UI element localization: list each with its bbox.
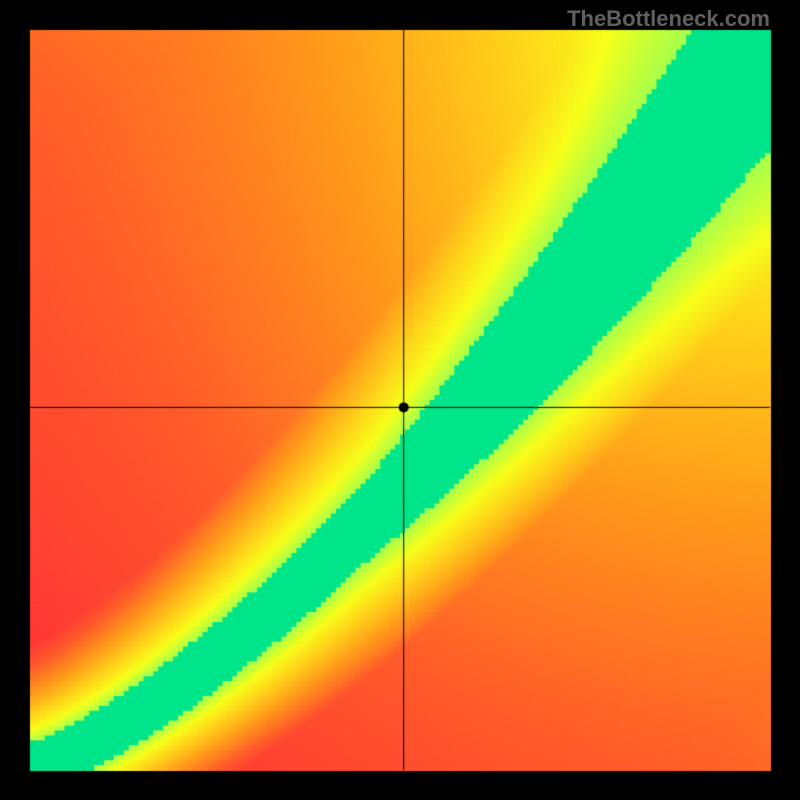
- chart-container: TheBottleneck.com: [0, 0, 800, 800]
- watermark-text: TheBottleneck.com: [567, 6, 770, 32]
- bottleneck-heatmap-canvas: [0, 0, 800, 800]
